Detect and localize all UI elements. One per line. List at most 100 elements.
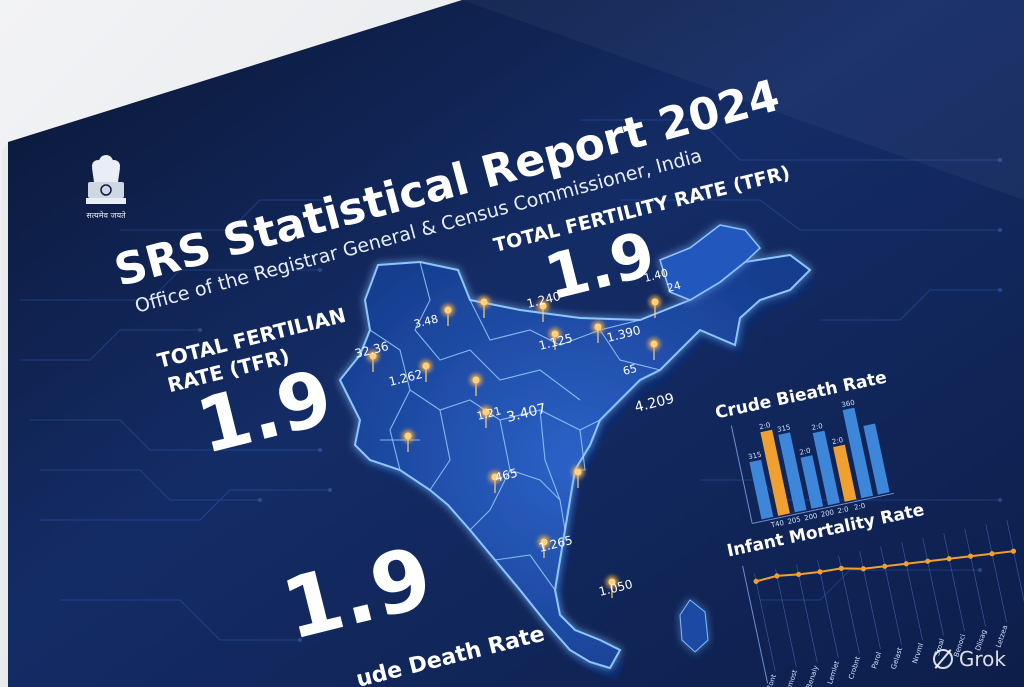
grok-watermark: Grok — [932, 647, 1006, 671]
map-pin-head — [472, 376, 480, 384]
bar-axis-labels: T40 205 200 200 2:0 2:0 — [769, 502, 866, 530]
map-label: 465 — [493, 466, 519, 485]
map-pin-head — [480, 298, 488, 306]
map-label: 3.48 — [413, 312, 440, 331]
bar-series — [749, 407, 890, 520]
map-pin-head — [422, 362, 430, 370]
line-gridline — [775, 568, 797, 667]
line-gridlines — [754, 519, 1024, 672]
bar-axis-label: 200 — [820, 508, 835, 519]
bar — [812, 430, 840, 506]
page-edge-left — [2, 142, 8, 687]
network-node — [998, 498, 1002, 502]
line-gridline — [880, 546, 902, 645]
network-line — [20, 329, 200, 361]
map-pin-head — [444, 306, 452, 314]
imr-point — [903, 561, 909, 567]
imr-point — [946, 556, 952, 562]
bar-axis-label: 2:0 — [837, 505, 850, 515]
network-node — [318, 268, 322, 272]
network-line — [580, 119, 1000, 161]
line-gridline — [838, 555, 860, 654]
imr-point — [860, 566, 866, 572]
network-node — [998, 288, 1002, 292]
bar — [749, 459, 774, 520]
network-line — [20, 269, 320, 301]
grok-logo-icon — [932, 649, 953, 669]
map-pin-head — [551, 330, 559, 338]
network-node — [998, 158, 1002, 162]
emblem-caption: सत्यमेव जयते — [86, 210, 126, 220]
network-node — [198, 328, 202, 332]
map-pin-head — [539, 302, 547, 310]
map-pin-head — [574, 468, 582, 476]
imr-point — [753, 578, 759, 584]
map-pin-head — [482, 408, 490, 416]
imr-point — [817, 569, 823, 575]
network-line — [60, 599, 300, 641]
cover-highlight — [462, 0, 1024, 200]
network-line — [30, 419, 320, 451]
bar-y-axis — [730, 425, 753, 524]
bar-top-label: 315 — [748, 451, 763, 462]
map-pin-head — [650, 340, 658, 348]
bar — [863, 423, 890, 495]
line-gridline — [922, 537, 944, 636]
map-label: 1.40 — [643, 266, 670, 285]
bar-axis-label: 205 — [787, 515, 802, 526]
network-node — [328, 198, 332, 202]
bar-top-label: 2:0 — [831, 436, 844, 446]
imr-points — [753, 548, 1017, 584]
imr-point — [967, 553, 974, 559]
network-line — [620, 199, 1000, 231]
map-pin-head — [369, 352, 377, 360]
network-line — [40, 469, 260, 501]
bar — [800, 455, 824, 509]
imr-point — [1010, 548, 1017, 554]
line-y-axis — [742, 565, 769, 684]
network-node — [318, 448, 322, 452]
imr-point — [989, 551, 995, 557]
map-label: 1.21 — [476, 404, 503, 423]
bar-axis-label: 200 — [803, 512, 818, 523]
bar-top-label: 2:0 — [799, 447, 812, 457]
line-gridline — [901, 542, 923, 641]
imr-point — [882, 563, 888, 569]
line-gridline — [943, 533, 965, 632]
network-node — [328, 488, 332, 492]
network-node — [998, 228, 1002, 232]
map-pin-head — [540, 538, 548, 546]
imr-point — [838, 565, 844, 571]
bar — [842, 407, 874, 499]
line-gridline — [796, 564, 818, 663]
bar-x-axis — [752, 492, 895, 524]
line-gridline — [985, 524, 1007, 623]
map-label: 24 — [666, 279, 683, 295]
imr-point — [796, 571, 802, 577]
line-gridline — [817, 560, 839, 658]
imr-point — [774, 573, 780, 579]
map-pin-head — [491, 473, 499, 481]
network-line — [700, 479, 1000, 501]
map-pin-head — [404, 432, 412, 440]
network-line — [760, 569, 980, 601]
network-line — [820, 289, 1000, 321]
national-emblem: सत्यमेव जयते — [86, 155, 126, 220]
bar-axis-label: 2:0 — [853, 502, 866, 512]
bar-top-labels: 315 2:0 315 2:0 2:0 2:0 360 — [748, 399, 856, 462]
map-label: 65 — [622, 362, 639, 378]
imr-point — [925, 558, 931, 564]
network-node — [298, 638, 302, 642]
bar — [778, 432, 807, 513]
map-pin-head — [651, 298, 659, 306]
line-gridline — [754, 573, 776, 672]
watermark-text: Grok — [958, 647, 1006, 671]
line-gridline — [964, 528, 986, 627]
bar-top-label: 2:0 — [811, 422, 824, 432]
network-pattern — [20, 119, 1002, 642]
bar-axis-label: T40 — [769, 519, 785, 530]
sri-lanka-shape — [679, 599, 709, 653]
network-node — [258, 498, 262, 502]
network-node — [978, 568, 982, 572]
